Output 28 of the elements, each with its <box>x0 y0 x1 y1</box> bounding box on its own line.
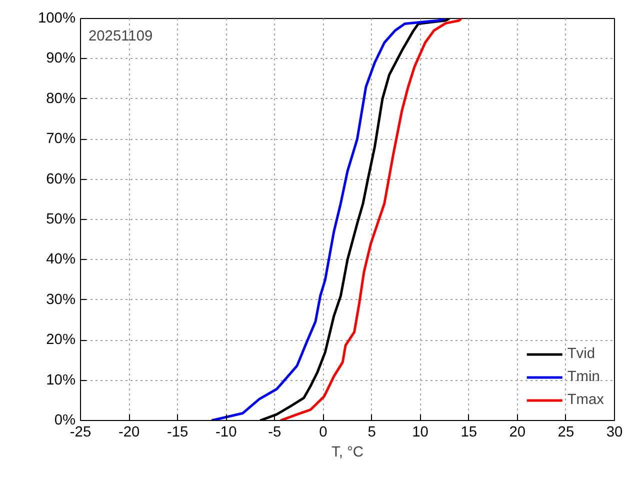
y-tick-label: 40% <box>46 252 76 268</box>
y-tick-label: 10% <box>46 372 76 388</box>
x-tick-label: 5 <box>368 424 376 440</box>
legend-label: Tvid <box>567 346 596 362</box>
y-tick-label: 90% <box>46 50 76 67</box>
x-tick-label: 0 <box>319 424 328 440</box>
y-tick-label: 60% <box>46 171 76 188</box>
x-tick-label: 10 <box>412 424 428 440</box>
y-tick-label: 50% <box>46 212 76 228</box>
y-tick-label: 100% <box>38 10 76 26</box>
x-tick-label: 25 <box>558 424 574 440</box>
x-tick-label: -10 <box>216 424 237 440</box>
legend-label: Tmin <box>567 369 600 385</box>
x-tick-label: -15 <box>167 424 188 440</box>
y-tick-label: 30% <box>46 292 76 308</box>
x-tick-label: 30 <box>606 424 623 440</box>
y-tick-label: 70% <box>46 131 76 148</box>
x-axis-title: T, °C <box>332 444 364 460</box>
line-series <box>279 18 462 420</box>
legend-label: Tmax <box>567 392 604 408</box>
x-tick-label: 15 <box>460 424 478 440</box>
x-tick-label: -20 <box>118 424 140 440</box>
y-tick-label: 80% <box>46 90 76 107</box>
y-tick-label: 20% <box>46 332 76 348</box>
annotation: 20251109 <box>88 28 153 44</box>
line-series <box>210 18 446 420</box>
x-tick-label: 20 <box>509 424 526 440</box>
x-tick-label: -5 <box>268 424 282 440</box>
